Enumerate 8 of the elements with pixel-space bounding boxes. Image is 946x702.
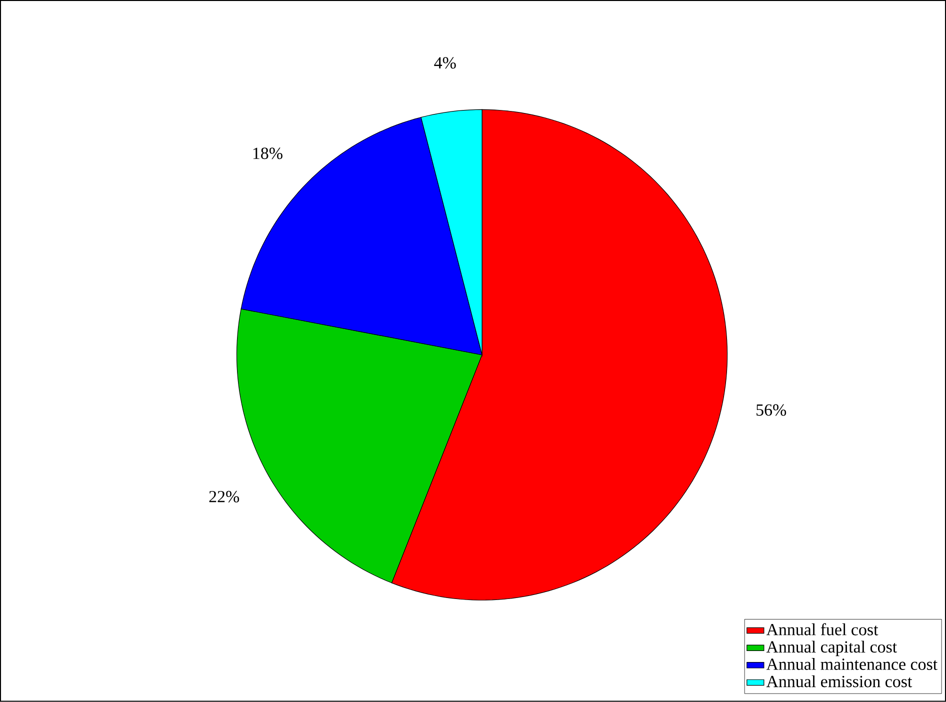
data-label: 4%: [434, 57, 456, 69]
legend-label: Annual emission cost: [766, 675, 912, 688]
data-label: 22%: [209, 491, 240, 503]
legend-label: Annual maintenance cost: [766, 658, 938, 670]
data-label: 56%: [756, 404, 786, 416]
legend-label: Annual capital cost: [766, 640, 898, 656]
data-label: 18%: [253, 148, 282, 160]
legend-label: Annual fuel cost: [766, 623, 878, 636]
